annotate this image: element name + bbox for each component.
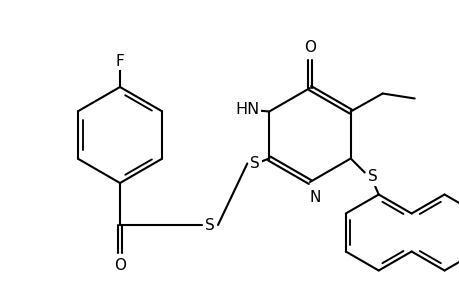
Text: S: S: [205, 218, 214, 232]
Text: O: O: [114, 257, 126, 272]
Text: N: N: [308, 190, 320, 206]
Text: S: S: [367, 169, 377, 184]
Text: S: S: [250, 156, 260, 171]
Text: HN: HN: [235, 102, 259, 117]
Text: O: O: [303, 40, 315, 56]
Text: F: F: [115, 53, 124, 68]
